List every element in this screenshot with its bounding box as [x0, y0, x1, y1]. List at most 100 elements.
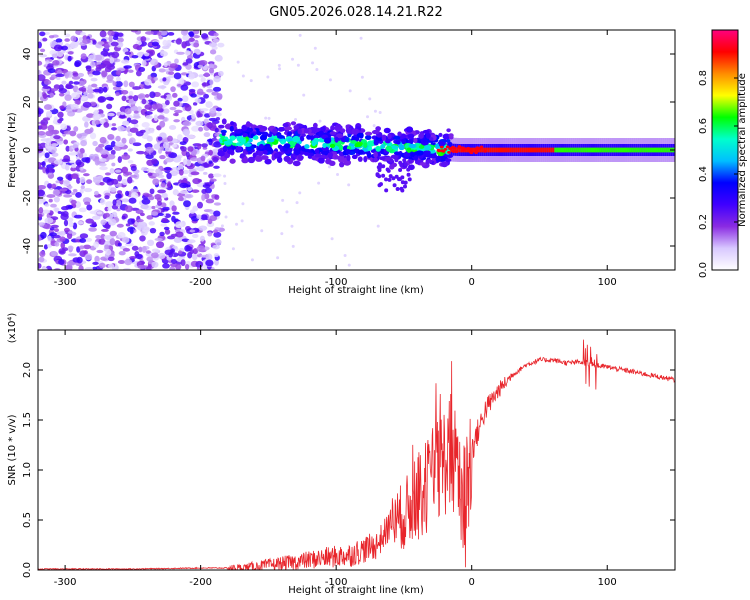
signal-blob	[367, 151, 372, 159]
signal-blob	[329, 131, 337, 136]
noise-blob	[106, 103, 113, 110]
noise-blob	[208, 160, 213, 164]
noise-blob	[47, 183, 53, 189]
noise-speck	[290, 224, 294, 228]
colorbar-ticks: 0.0 0.2 0.4 0.6 0.8	[698, 70, 738, 278]
noise-blob	[125, 242, 134, 247]
noise-blob	[117, 143, 125, 148]
noise-blob	[200, 214, 208, 221]
noise-blob	[59, 236, 66, 242]
noise-blob	[184, 104, 192, 112]
signal-peak	[451, 150, 456, 153]
snr-x-tick-label: 0	[469, 577, 475, 588]
signal-peak	[474, 151, 478, 155]
noise-blob	[101, 70, 108, 78]
track-band-core	[641, 147, 644, 153]
noise-blob	[60, 242, 66, 249]
noise-speck	[291, 57, 295, 61]
noise-blob	[67, 111, 75, 117]
signal-blob	[292, 135, 300, 143]
noise-blob	[79, 245, 85, 250]
snr-series-line	[38, 339, 675, 570]
noise-blob	[192, 254, 198, 261]
noise-blob	[168, 124, 177, 130]
noise-blob	[38, 74, 46, 82]
noise-blob	[168, 75, 175, 79]
signal-blob	[391, 162, 398, 168]
noise-blob	[151, 41, 159, 47]
noise-blob	[63, 139, 69, 145]
noise-blob	[180, 146, 187, 152]
noise-blob	[172, 189, 179, 196]
noise-blob	[144, 111, 153, 115]
noise-blob	[89, 127, 94, 133]
noise-blob	[150, 58, 159, 66]
signal-blob	[422, 139, 427, 143]
signal-excursion	[403, 162, 408, 167]
noise-blob	[99, 30, 107, 38]
noise-blob	[179, 168, 184, 176]
noise-blob	[99, 149, 109, 155]
colorbar-tick-label: 0.4	[698, 166, 709, 182]
noise-blob	[103, 235, 113, 240]
noise-blob	[215, 107, 222, 112]
track-band-core	[540, 147, 543, 153]
signal-excursion	[384, 177, 389, 182]
noise-blob	[196, 110, 201, 118]
signal-blob	[351, 128, 360, 135]
spectrogram-x-tick-label: -100	[325, 277, 348, 288]
noise-blob	[116, 223, 124, 228]
signal-peak	[448, 147, 453, 150]
signal-blob	[259, 128, 265, 133]
noise-blob	[159, 146, 164, 151]
noise-blob	[209, 215, 218, 222]
noise-blob	[212, 244, 220, 250]
noise-blob	[41, 267, 48, 270]
noise-blob	[44, 217, 54, 224]
noise-blob	[201, 143, 208, 148]
track-band-core	[611, 147, 614, 153]
noise-blob	[172, 92, 178, 98]
noise-blob	[91, 39, 97, 45]
noise-blob	[171, 258, 178, 264]
signal-blob	[273, 152, 280, 159]
signal-blob	[366, 140, 375, 147]
signal-peak	[436, 148, 441, 152]
noise-blob	[39, 123, 48, 130]
noise-blob	[190, 171, 200, 176]
noise-blob	[59, 105, 65, 110]
signal-blob	[383, 127, 391, 134]
track-band-core	[625, 147, 628, 153]
track-band-core	[570, 147, 573, 153]
noise-blob	[59, 230, 66, 236]
noise-blob	[80, 96, 87, 101]
signal-blob	[384, 138, 391, 144]
signal-blob	[314, 153, 322, 158]
noise-blob	[156, 197, 162, 203]
noise-blob	[193, 42, 200, 48]
noise-blob	[177, 250, 183, 255]
noise-blob	[132, 43, 140, 50]
noise-blob	[205, 101, 213, 108]
noise-blob	[117, 260, 126, 265]
noise-blob	[80, 139, 88, 147]
noise-blob	[203, 132, 211, 138]
signal-blob	[405, 126, 414, 133]
track-band-core	[647, 147, 651, 153]
noise-blob	[168, 251, 174, 258]
noise-blob	[38, 131, 46, 136]
noise-blob	[121, 178, 129, 186]
signal-blob	[282, 122, 289, 128]
noise-blob	[163, 166, 172, 171]
noise-blob	[133, 110, 139, 114]
noise-blob	[47, 63, 54, 68]
noise-blob	[140, 204, 149, 210]
signal-blob	[438, 132, 443, 137]
noise-blob	[214, 127, 219, 133]
noise-blob	[172, 211, 180, 215]
noise-blob	[84, 201, 91, 206]
noise-speck	[220, 224, 224, 228]
noise-blob	[38, 206, 44, 214]
signal-blob	[418, 133, 424, 139]
noise-blob	[182, 121, 192, 127]
